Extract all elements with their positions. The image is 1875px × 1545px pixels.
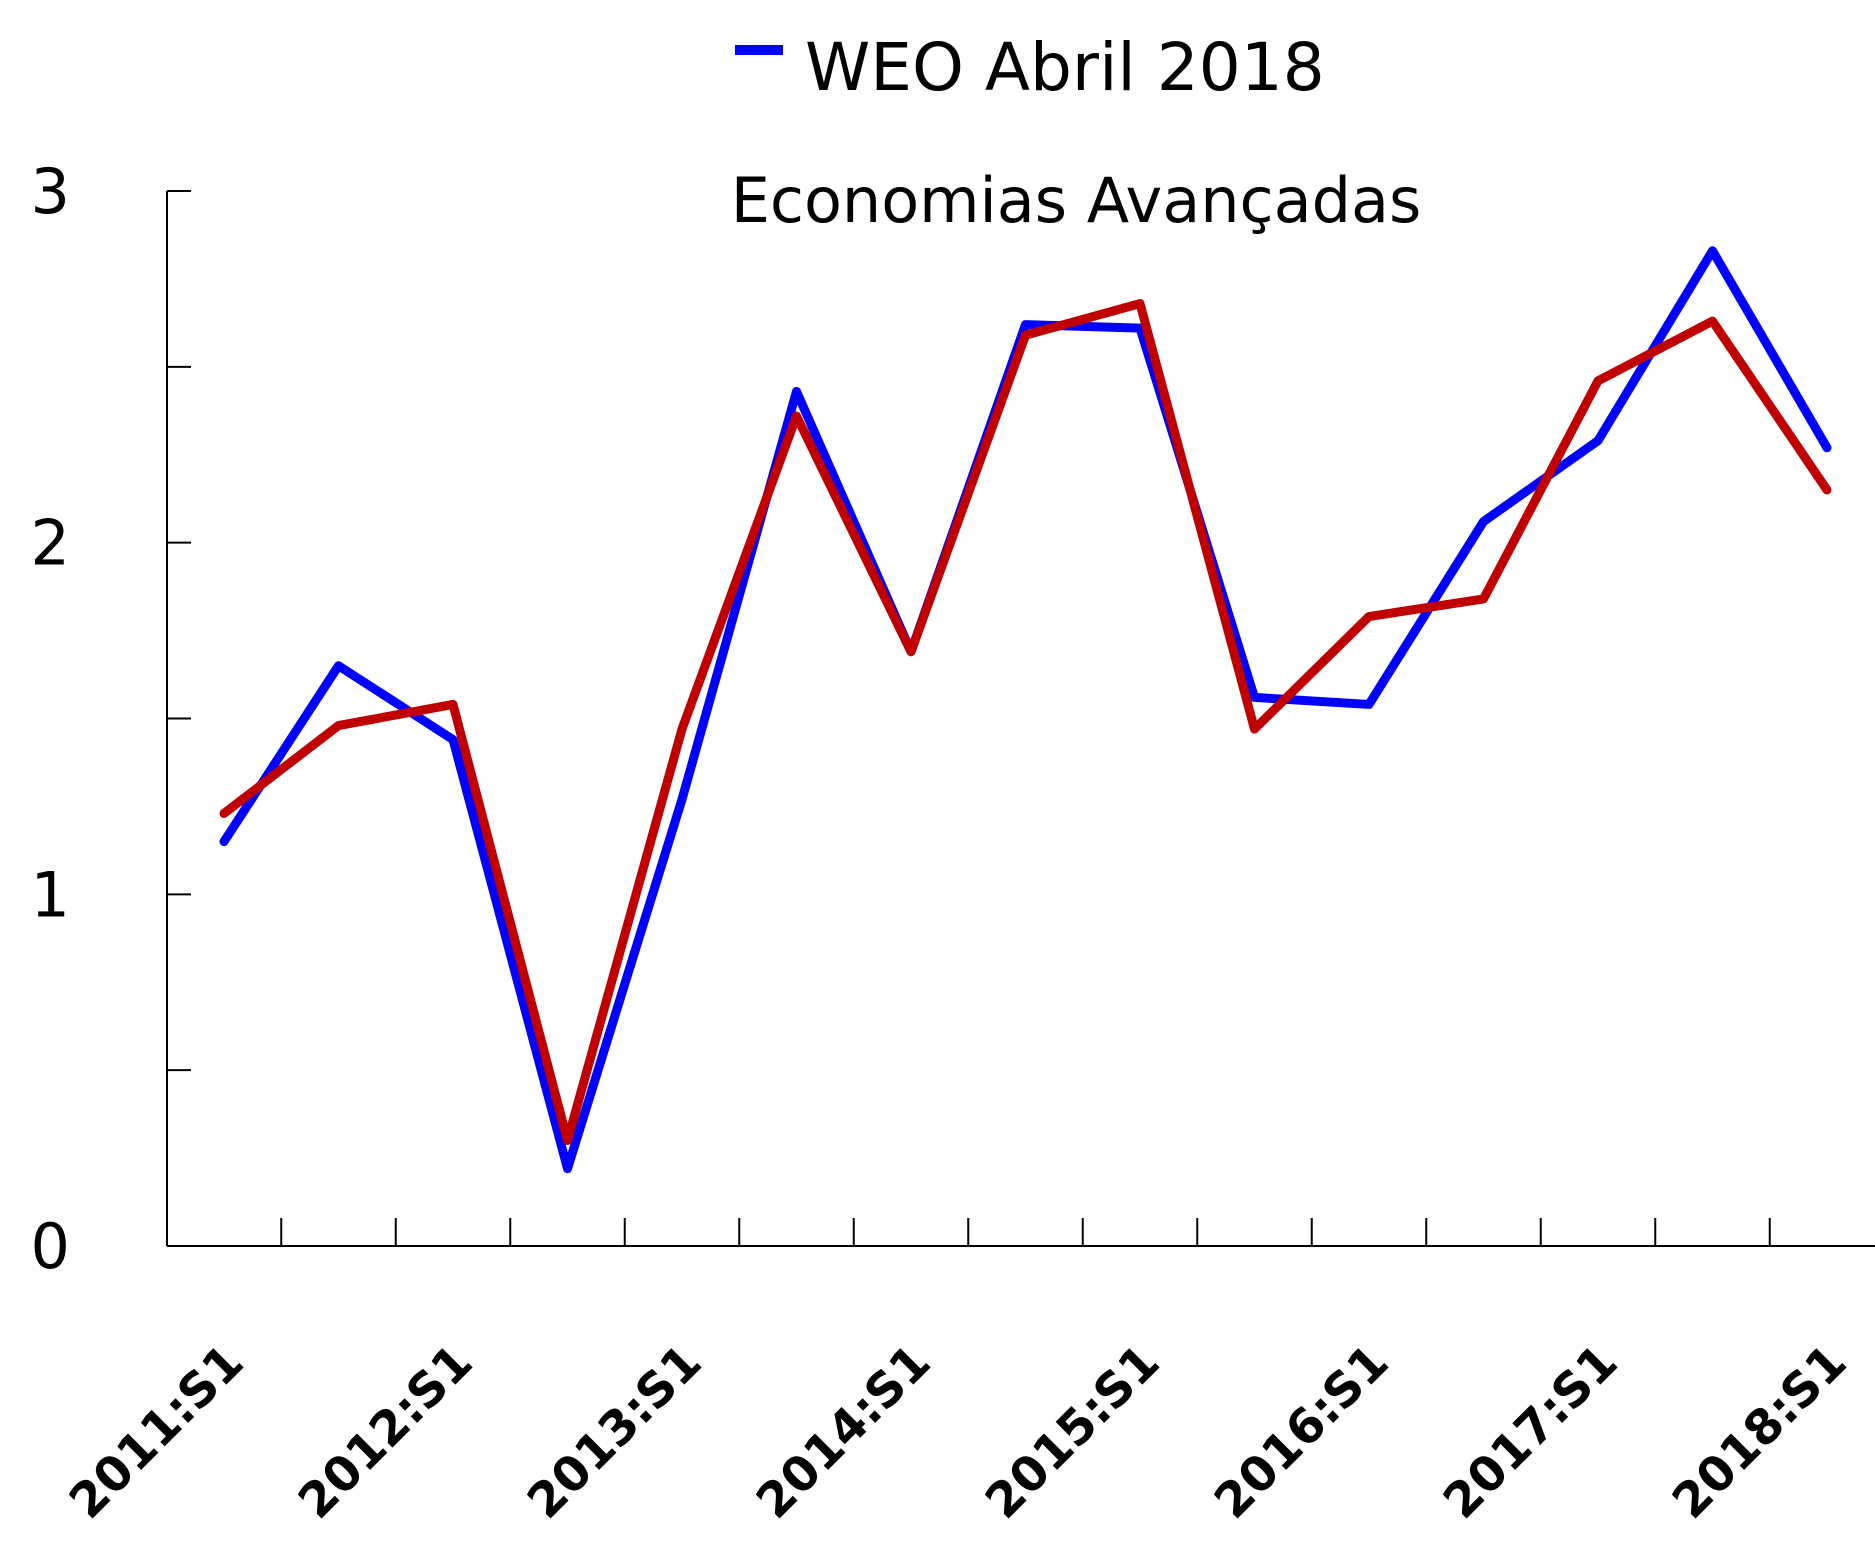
x-tick-label: 2012:S1 bbox=[288, 1334, 484, 1530]
y-tick-label: 2 bbox=[31, 507, 70, 580]
y-tick-label: 0 bbox=[31, 1210, 70, 1283]
series-line bbox=[219, 246, 1832, 1174]
x-tick-label: 2013:S1 bbox=[517, 1334, 713, 1530]
x-tick-label: 2018:S1 bbox=[1662, 1334, 1858, 1530]
x-tick-label: 2016:S1 bbox=[1204, 1334, 1400, 1530]
legend-label: WEO Abril 2018 bbox=[805, 29, 1325, 106]
chart-title: Economias Avançadas bbox=[731, 164, 1422, 237]
series-line bbox=[219, 299, 1832, 1145]
y-tick-label: 3 bbox=[31, 155, 70, 228]
x-tick-label: 2017:S1 bbox=[1433, 1334, 1629, 1530]
x-tick-label: 2015:S1 bbox=[975, 1334, 1171, 1530]
y-tick-label: 1 bbox=[31, 858, 70, 931]
x-tick-label: 2014:S1 bbox=[746, 1334, 942, 1530]
x-tick-label: 2011:S1 bbox=[59, 1334, 255, 1530]
